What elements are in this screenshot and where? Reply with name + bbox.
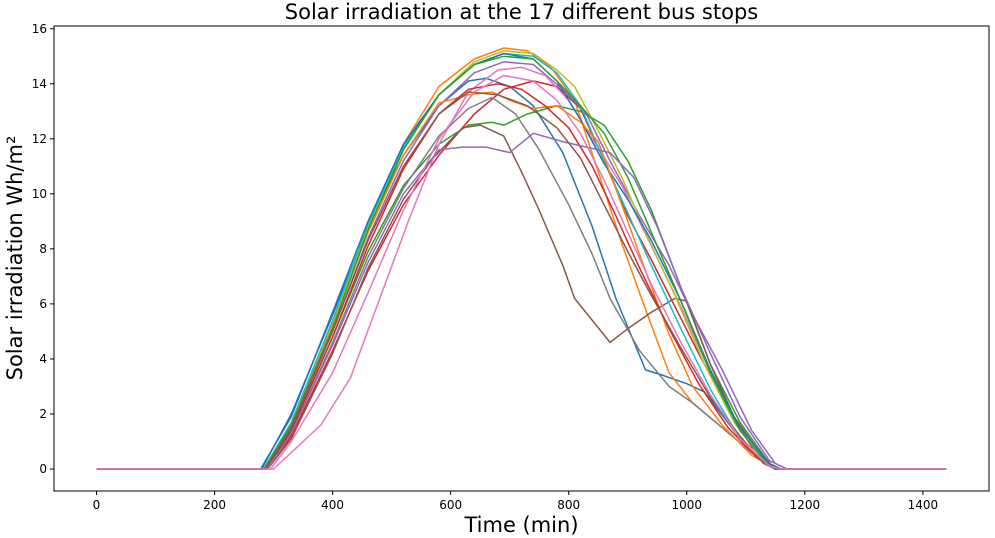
x-tick-label: 800	[557, 498, 580, 512]
x-axis-label: Time (min)	[463, 513, 578, 537]
x-tick-label: 1400	[908, 498, 939, 512]
y-tick-label: 0	[39, 462, 47, 476]
x-axis: 0 200 400 600 800 1000 1200 1400	[93, 491, 938, 512]
y-tick-label: 10	[32, 187, 47, 201]
x-tick-label: 400	[321, 498, 344, 512]
series-line-15	[96, 132, 947, 470]
y-tick-label: 8	[39, 242, 47, 256]
y-tick-label: 12	[32, 132, 47, 146]
series-line-6	[96, 124, 947, 470]
series-line-10	[96, 52, 947, 470]
series-layer	[96, 47, 947, 470]
y-tick-label: 16	[32, 22, 47, 36]
y-tick-label: 14	[32, 77, 47, 91]
x-tick-label: 200	[203, 498, 226, 512]
x-tick-label: 600	[439, 498, 462, 512]
series-line-17	[96, 74, 947, 470]
chart-title: Solar irradiation at the 17 different bu…	[285, 0, 758, 24]
series-line-13	[96, 55, 947, 470]
y-tick-label: 4	[39, 352, 47, 366]
plot-area-frame	[53, 25, 990, 492]
series-line-14	[96, 83, 947, 470]
x-tick-label: 1200	[790, 498, 821, 512]
x-tick-label: 0	[93, 498, 101, 512]
y-axis-label: Solar irradiation Wh/m²	[3, 136, 27, 381]
y-tick-label: 6	[39, 297, 47, 311]
x-tick-label: 1000	[672, 498, 703, 512]
y-axis: 0 2 4 6 8 10 12 14 16	[32, 22, 54, 476]
y-tick-label: 2	[39, 407, 47, 421]
